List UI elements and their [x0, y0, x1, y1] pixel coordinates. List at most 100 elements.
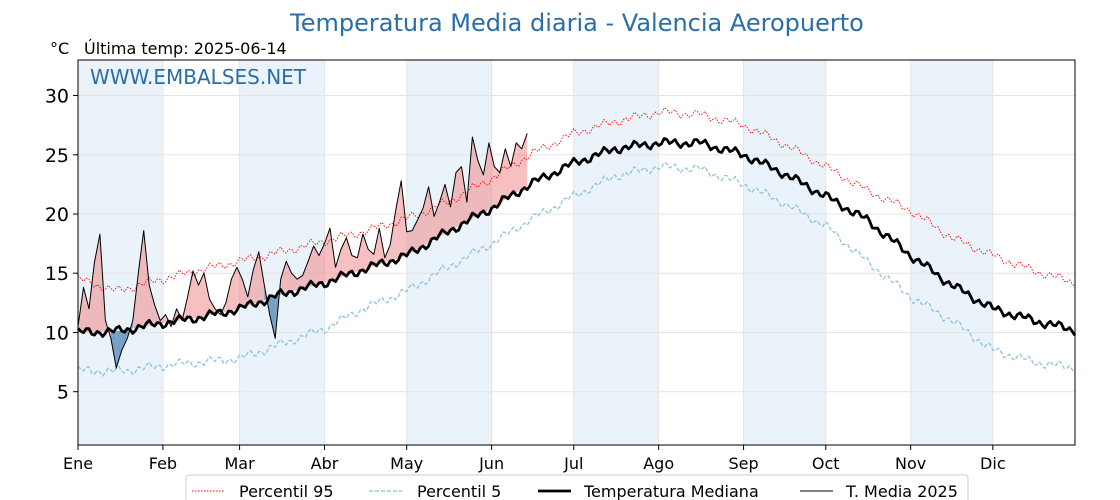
fill-above-median — [428, 186, 435, 243]
x-tick-label: Jul — [563, 454, 583, 473]
x-tick-label: Oct — [812, 454, 840, 473]
fill-above-median — [94, 234, 100, 332]
fill-above-median — [362, 234, 369, 270]
legend-item-percentil-95: Percentil 95 — [192, 482, 334, 500]
plot-frame — [77, 59, 1076, 446]
x-axis: Ene Feb Mar Abr May Jun Jul Ago Sep Oct Nov Dic — [63, 445, 1006, 473]
fill-above-median — [324, 228, 330, 283]
last-temp-label: Última temp: 2025-06-14 — [84, 39, 287, 58]
fill-above-median — [149, 285, 155, 326]
y-tick-label: 25 — [45, 145, 69, 167]
fill-above-median — [308, 246, 314, 288]
legend-item-media-2025: T. Media 2025 — [800, 482, 958, 500]
legend-label: Temperatura Mediana — [583, 482, 759, 500]
fill-above-median — [445, 184, 451, 234]
fill-above-median — [390, 210, 396, 261]
y-tick-label: 5 — [57, 382, 69, 404]
y-axis-unit: °C — [50, 39, 69, 58]
fill-above-median — [231, 267, 237, 311]
fill-above-median — [439, 184, 445, 237]
fill-above-median — [423, 186, 429, 246]
x-tick-label: May — [390, 454, 423, 473]
fill-above-median — [253, 251, 259, 304]
legend-box — [185, 474, 969, 500]
fill-above-median — [280, 261, 287, 295]
x-tick-label: Ago — [643, 454, 674, 473]
fill-above-median — [204, 273, 210, 317]
month-band — [78, 60, 163, 445]
legend-item-percentil-5: Percentil 5 — [369, 482, 501, 500]
y-axis: 5 10 15 20 25 30 — [45, 86, 78, 404]
x-tick-label: Sep — [729, 454, 759, 473]
y-tick-label: 10 — [45, 322, 69, 344]
fill-above-median — [450, 172, 456, 231]
fill-above-median — [510, 142, 517, 197]
x-tick-label: Dic — [980, 454, 1006, 473]
month-band — [406, 60, 492, 445]
fill-above-median — [242, 279, 248, 308]
fill-above-median — [198, 273, 204, 318]
fill-above-median — [143, 230, 150, 327]
legend-label: Percentil 5 — [417, 482, 501, 500]
y-tick-label: 15 — [45, 263, 69, 285]
legend: Percentil 95 Percentil 5 Temperatura Media… — [185, 474, 969, 500]
fill-below-median — [121, 329, 128, 351]
series-line-percentil-5 — [77, 161, 1076, 377]
fill-above-median — [417, 208, 424, 250]
chart-title: Temperatura Media diaria - Valencia Aero… — [289, 9, 864, 37]
fill-below-median — [269, 296, 276, 339]
fill-above-median — [313, 246, 319, 286]
series-line-mediana — [76, 137, 1077, 338]
legend-label: Percentil 95 — [239, 482, 334, 500]
fill-above-median — [434, 202, 440, 240]
fill-above-median — [456, 166, 462, 228]
fill-above-median — [401, 180, 407, 258]
fill-above-median — [357, 234, 363, 272]
fill-above-median — [472, 137, 478, 219]
x-tick-label: Ene — [63, 454, 93, 473]
fill-above-median — [89, 262, 95, 333]
fill-above-median — [187, 270, 193, 320]
month-band — [573, 60, 659, 445]
fill-above-median — [351, 255, 358, 274]
fill-above-median — [138, 230, 144, 328]
fill-above-median — [83, 287, 89, 333]
month-band — [743, 60, 826, 445]
month-bands — [78, 60, 993, 445]
fill-above-median — [521, 133, 528, 190]
month-band — [910, 60, 993, 445]
y-tick-label: 30 — [45, 86, 69, 108]
fill-above-median — [494, 166, 500, 207]
x-tick-label: Feb — [149, 454, 177, 473]
fill-above-median — [319, 243, 325, 285]
legend-item-mediana: Temperatura Mediana — [538, 482, 759, 500]
fill-above-median — [499, 148, 506, 203]
month-band — [239, 60, 325, 445]
fill-above-median — [488, 142, 495, 210]
fill-above-median — [461, 166, 467, 225]
fill-above-median — [373, 228, 380, 267]
fill-above-median — [236, 267, 243, 310]
fill-above-median — [516, 142, 522, 193]
x-tick-label: Nov — [895, 454, 926, 473]
fill-above-median — [225, 279, 232, 312]
series-lines — [76, 107, 1077, 377]
fill-above-median — [302, 261, 309, 289]
fill-below-median — [116, 330, 122, 368]
series-line-percentil-95 — [77, 107, 1076, 293]
watermark: WWW.EMBALSES.NET — [90, 65, 307, 89]
fill-above-median — [395, 180, 402, 259]
x-tick-label: Mar — [225, 454, 256, 473]
legend-label: T. Media 2025 — [845, 482, 958, 500]
fill-above-median — [477, 160, 484, 216]
x-tick-label: Abr — [311, 454, 339, 473]
fill-above-median — [258, 251, 265, 303]
series-line-media-2025 — [77, 133, 528, 369]
y-tick-label: 20 — [45, 204, 69, 226]
x-tick-label: Jun — [478, 454, 504, 473]
fill-above-median — [346, 237, 352, 276]
fill-above-median — [286, 261, 292, 294]
fill-above-median — [505, 148, 511, 200]
fill-above-median — [483, 142, 489, 213]
